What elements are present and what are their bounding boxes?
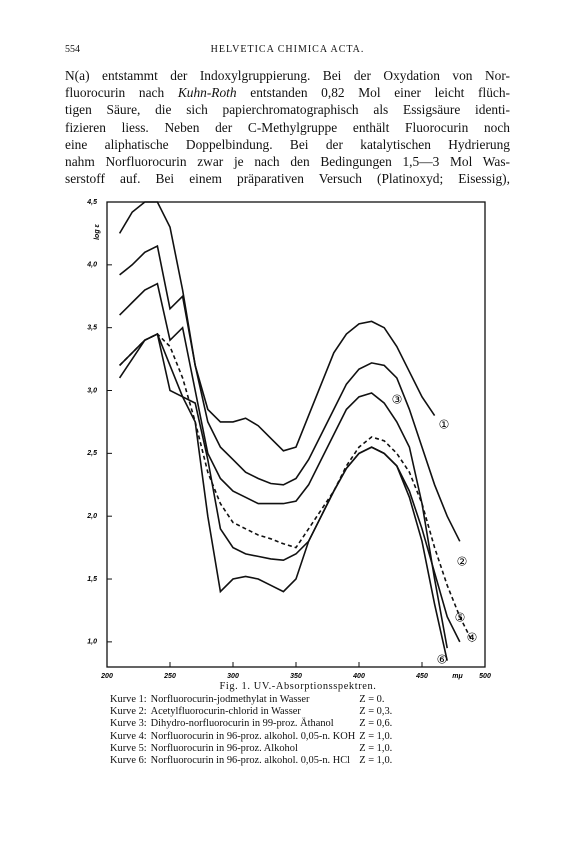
curve-id: Kurve 4: — [110, 730, 147, 742]
curve-description: Acetylfluorocurin-chlorid in Wasser — [150, 706, 301, 718]
x-tick-label: 400 — [352, 673, 365, 680]
caption: Fig. 1. UV.-Absorptionsspektren. Kurve 1… — [108, 681, 488, 767]
caption-row: Kurve 6: Norfluorocurin in 96-proz. alkoh… — [108, 755, 394, 767]
plot-frame — [106, 201, 486, 668]
curve-z: Z = 1,0. — [359, 755, 393, 767]
curve-label: ⑥ — [437, 653, 448, 667]
y-tick-label: 1,5 — [87, 576, 97, 583]
curve-description: Dihydro-norfluorocurin in 99-proz. Äthan… — [150, 718, 334, 730]
text-run: fluorocurin nach — [65, 85, 178, 101]
text-line: tigen Säure, die sich papierchromatograp… — [65, 101, 510, 118]
caption-row: Kurve 5: Norfluorocurin in 96-proz. Alkoh… — [108, 743, 394, 755]
page-number: 554 — [65, 44, 80, 55]
curve-description: Norfluorocurin-jodmethylat in Wasser — [150, 694, 310, 705]
curve-z: Z = 0,3. — [359, 706, 393, 718]
curve — [119, 244, 461, 542]
caption-row: Kurve 1: Norfluorocurin-jodmethylat in Wa… — [108, 694, 394, 706]
caption-row: Kurve 4: Norfluorocurin in 96-proz. alkoh… — [108, 731, 394, 743]
x-tick-label: 450 — [415, 673, 428, 680]
x-tick-label: 500 — [479, 673, 491, 680]
curve-description: Norfluorocurin in 96-proz. Alkohol — [150, 742, 298, 754]
text-line: fluorocurin nach Kuhn-Roth entstanden 0,… — [65, 84, 510, 101]
curve-description: Norfluorocurin in 96-proz. alkohol. 0,05… — [150, 755, 351, 767]
curve — [119, 333, 474, 643]
y-tick-label: 2,5 — [86, 450, 97, 457]
y-tick-label: 3,5 — [87, 325, 97, 332]
curve-description: Norfluorocurin in 96-proz. alkohol. 0,05… — [150, 730, 356, 742]
header: 554 HELVETICA CHIMICA ACTA. — [65, 44, 510, 55]
text-line: serstoff auf. Bei einem präparativen Ver… — [65, 170, 510, 187]
curve — [118, 332, 461, 643]
text-run: eine aliphatische Doppelbindung. Bei der… — [65, 136, 510, 152]
text-run: entstanden 0,82 Mol einer leicht flüch- — [236, 85, 510, 101]
curve — [119, 282, 448, 649]
y-tick-label: 3,0 — [87, 387, 97, 394]
text-line: fizieren liess. Neben der C-Methylgruppe… — [65, 119, 510, 136]
text-run: Kuhn-Roth — [177, 85, 237, 101]
x-axis-label: mμ — [452, 673, 463, 680]
curve — [118, 201, 436, 452]
curve-id: Kurve 1: — [110, 694, 147, 705]
curve-label: ⑤ — [455, 611, 466, 625]
caption-row: Kurve 3: Dihydro-norfluorocurin in 99-pro… — [108, 718, 394, 730]
text-run: tigen Säure, die sich papierchromatograp… — [65, 102, 510, 118]
curve-id: Kurve 3: — [110, 718, 147, 730]
curve-label: ③ — [392, 393, 403, 407]
curve-id: Kurve 6: — [110, 755, 147, 767]
text-line: nahm Norfluorocurin zwar je nach den Bed… — [65, 153, 510, 170]
text-run: nahm Norfluorocurin zwar je nach den Bed… — [65, 154, 510, 170]
y-tick-label: 2,0 — [86, 513, 97, 520]
journal-title: HELVETICA CHIMICA ACTA. — [210, 44, 365, 55]
text-run: serstoff auf. Bei einem präparativen Ver… — [65, 171, 510, 187]
curve-z: Z = 0. — [359, 694, 385, 705]
curve-z: Z = 1,0. — [359, 742, 393, 754]
caption-row: Kurve 2: Acetylfluorocurin-chlorid in Was… — [108, 706, 394, 718]
curve-z: Z = 1,0. — [359, 730, 393, 742]
caption-table: Kurve 1: Norfluorocurin-jodmethylat in Wa… — [108, 694, 394, 767]
curve-z: Z = 0,6. — [359, 718, 393, 730]
text-run: fizieren liess. Neben der C-Methylgruppe… — [65, 119, 510, 135]
x-tick-label: 300 — [227, 673, 239, 680]
chart: 1,0 1,5 2,0 2,5 3,0 3,5 4,0 4,5 200 250 300 350 400 4… — [86, 199, 491, 680]
x-tick-label: 350 — [290, 673, 302, 680]
paragraph: N(a) entstammt der Indoxylgruppierung. B… — [65, 67, 510, 187]
x-tick-label: 200 — [100, 673, 113, 680]
curve-label: ② — [457, 555, 468, 569]
curve-label: ① — [439, 418, 450, 432]
figure-title: Fig. 1. UV.-Absorptionsspektren. — [219, 681, 377, 692]
curve-label: ④ — [467, 631, 478, 645]
text-line: N(a) entstammt der Indoxylgruppierung. B… — [65, 67, 510, 84]
y-tick-label: 4,5 — [86, 199, 97, 206]
curve-id: Kurve 2: — [110, 706, 147, 718]
x-tick-label: 250 — [163, 673, 176, 680]
curve — [119, 332, 448, 661]
y-axis-label: log ε — [94, 223, 101, 239]
text-run: N(a) entstammt der Indoxylgruppierung. B… — [65, 68, 510, 83]
y-tick-label: 1,0 — [87, 639, 97, 646]
curve-id: Kurve 5: — [110, 742, 147, 754]
y-tick-label: 4,0 — [86, 262, 97, 269]
text-line: eine aliphatische Doppelbindung. Bei der… — [65, 136, 510, 153]
